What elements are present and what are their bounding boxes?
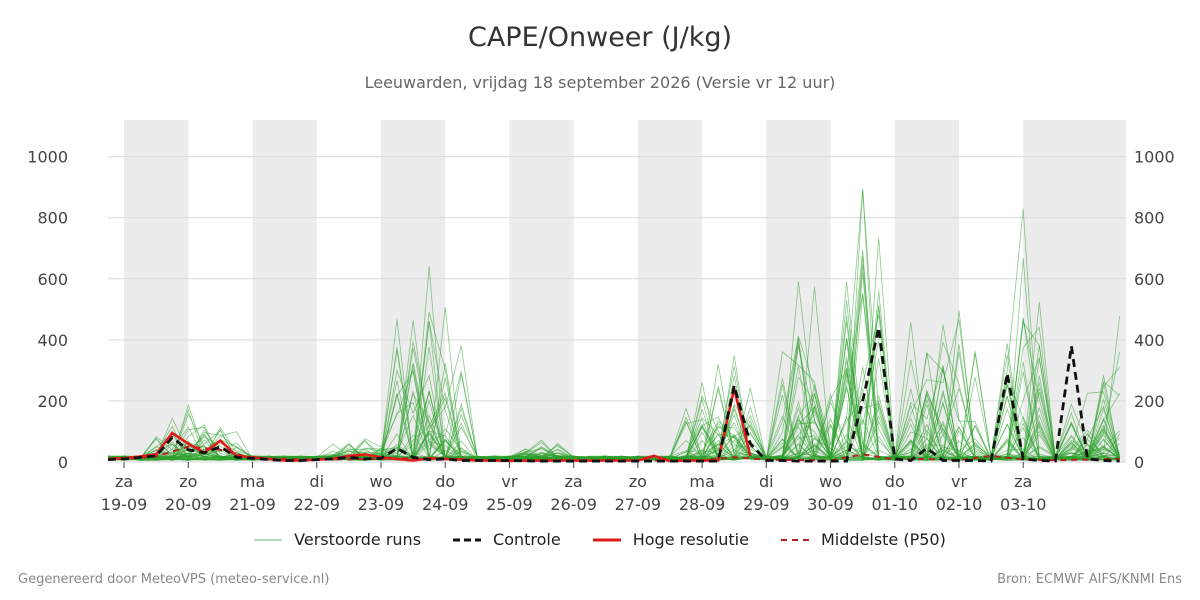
x-tick-date: 29-09 <box>743 495 790 514</box>
y-tick-label-left: 400 <box>37 331 68 350</box>
x-tick-date: 03-10 <box>1000 495 1047 514</box>
x-tick-day: zo <box>629 472 647 491</box>
chart-subtitle: Leeuwarden, vrijdag 18 september 2026 (V… <box>364 73 836 92</box>
main-series <box>107 327 1120 463</box>
legend-label: Verstoorde runs <box>294 530 422 549</box>
footer-source: Bron: ECMWF AIFS/KNMI Ens <box>997 572 1182 587</box>
y-tick-label-right: 1000 <box>1134 148 1175 167</box>
legend-item-median: Middelste (P50) <box>780 530 946 549</box>
x-tick-date: 19-09 <box>101 495 148 514</box>
legend-swatch-median <box>780 538 809 541</box>
x-tick-day: ma <box>240 472 265 491</box>
x-tick-day: di <box>309 472 324 491</box>
weekend-band <box>252 120 317 462</box>
legend-swatch-perturbed <box>254 539 283 540</box>
legend-item-perturbed: Verstoorde runs <box>254 530 421 549</box>
x-tick-date: 02-10 <box>936 495 983 514</box>
x-tick-day: wo <box>819 472 842 491</box>
y-tick-label-left: 800 <box>37 209 68 228</box>
y-tick-label-right: 600 <box>1134 270 1165 289</box>
x-tick-day: do <box>435 472 455 491</box>
x-tick-date: 30-09 <box>807 495 854 514</box>
legend-label: Middelste (P50) <box>820 530 946 549</box>
x-tick-day: vr <box>501 472 517 491</box>
grid-lines <box>108 156 1126 463</box>
series-line-controle <box>107 327 1120 463</box>
y-tick-label-left: 0 <box>58 453 68 472</box>
x-tick-day: za <box>565 472 583 491</box>
x-tick-date: 22-09 <box>293 495 340 514</box>
x-tick-date: 28-09 <box>679 495 726 514</box>
x-tick-day: di <box>759 472 774 491</box>
legend-swatch-control <box>453 538 482 541</box>
y-tick-label-right: 0 <box>1134 453 1144 472</box>
x-tick-day: zo <box>179 472 197 491</box>
x-tick-date: 26-09 <box>550 495 597 514</box>
x-tick-day: wo <box>370 472 393 491</box>
footer-generator: Gegenereerd door MeteoVPS (meteo-service… <box>18 572 330 587</box>
x-tick-day: za <box>115 472 133 491</box>
chart-title: CAPE/Onweer (J/kg) <box>467 22 732 53</box>
y-tick-label-left: 1000 <box>27 148 68 167</box>
legend-label: Controle <box>493 530 561 549</box>
weekend-band <box>124 120 189 462</box>
legend-label: Hoge resolutie <box>632 530 749 549</box>
x-tick-date: 25-09 <box>486 495 533 514</box>
y-tick-label-right: 200 <box>1134 392 1165 411</box>
x-tick-date: 21-09 <box>229 495 276 514</box>
axes: 0 0 200 200 400 400 600 600 800 800 1000 1000 za 19-0… <box>27 148 1174 514</box>
x-tick-date: 01-10 <box>872 495 919 514</box>
legend-item-control: Controle <box>453 530 561 549</box>
weekend-shading <box>124 120 1126 462</box>
perturbed-run <box>107 318 1120 461</box>
x-tick-day: za <box>1014 472 1032 491</box>
x-tick-day: ma <box>689 472 714 491</box>
weekend-band <box>509 120 574 462</box>
x-tick-date: 23-09 <box>358 495 405 514</box>
legend-item-hires: Hoge resolutie <box>592 530 749 549</box>
y-tick-label-right: 400 <box>1134 331 1165 350</box>
x-tick-day: vr <box>951 472 967 491</box>
legend: Verstoorde runs Controle Hoge resolutie … <box>0 530 1200 549</box>
x-tick-day: do <box>885 472 905 491</box>
legend-swatch-hires <box>592 538 621 541</box>
x-tick-date: 24-09 <box>422 495 469 514</box>
y-tick-label-left: 200 <box>37 392 68 411</box>
weekend-band <box>637 120 703 462</box>
x-tick-date: 27-09 <box>615 495 662 514</box>
y-tick-label-left: 600 <box>37 270 68 289</box>
y-tick-label-right: 800 <box>1134 209 1165 228</box>
x-tick-date: 20-09 <box>165 495 212 514</box>
